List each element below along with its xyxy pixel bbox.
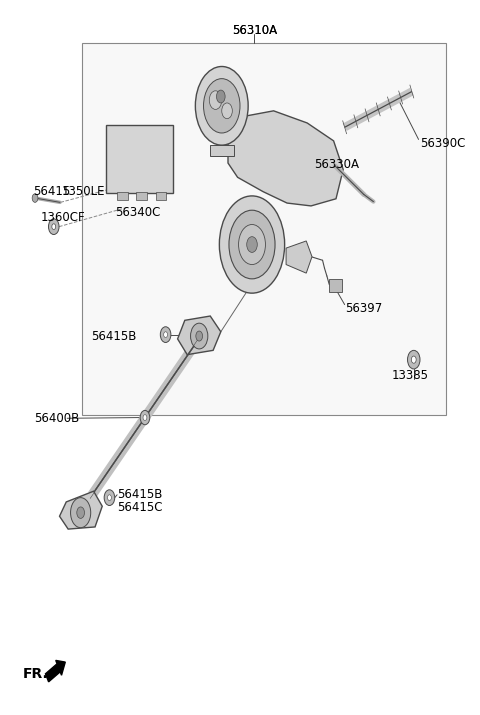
Circle shape xyxy=(247,237,257,252)
Bar xyxy=(136,192,147,200)
Text: 56340C: 56340C xyxy=(115,206,161,219)
Text: 1350LE: 1350LE xyxy=(61,185,105,198)
Bar xyxy=(156,192,166,200)
Circle shape xyxy=(239,225,265,265)
Circle shape xyxy=(104,490,115,506)
Polygon shape xyxy=(228,111,343,206)
Text: 56415: 56415 xyxy=(33,185,70,198)
Circle shape xyxy=(32,194,38,202)
Circle shape xyxy=(160,327,171,342)
Circle shape xyxy=(191,323,208,349)
Circle shape xyxy=(229,210,275,279)
Circle shape xyxy=(204,79,240,133)
Circle shape xyxy=(408,350,420,369)
Text: 56415B: 56415B xyxy=(118,488,163,501)
Polygon shape xyxy=(178,316,221,355)
FancyArrow shape xyxy=(46,661,65,682)
Circle shape xyxy=(196,331,203,341)
Circle shape xyxy=(222,103,232,119)
Circle shape xyxy=(77,507,84,518)
Circle shape xyxy=(164,332,168,337)
Circle shape xyxy=(216,90,225,103)
Circle shape xyxy=(52,224,56,230)
Circle shape xyxy=(48,219,59,235)
Text: 56415B: 56415B xyxy=(91,330,137,342)
Text: 56415C: 56415C xyxy=(118,501,163,514)
Text: 56330A: 56330A xyxy=(314,158,360,171)
Polygon shape xyxy=(60,491,102,529)
Polygon shape xyxy=(230,220,275,269)
Circle shape xyxy=(140,410,150,425)
Circle shape xyxy=(195,66,248,145)
Text: 56397: 56397 xyxy=(346,302,383,315)
Bar xyxy=(117,192,128,200)
Circle shape xyxy=(219,196,285,293)
Circle shape xyxy=(209,91,222,109)
Circle shape xyxy=(411,356,416,363)
Bar xyxy=(106,125,173,193)
Text: 1360CF: 1360CF xyxy=(41,211,85,224)
Circle shape xyxy=(143,415,147,420)
Text: 56310A: 56310A xyxy=(232,24,277,36)
Text: 56310A: 56310A xyxy=(232,24,277,36)
Circle shape xyxy=(108,495,111,500)
Text: 13385: 13385 xyxy=(392,369,429,382)
Circle shape xyxy=(71,498,91,528)
Text: FR.: FR. xyxy=(23,666,49,681)
Text: 56400B: 56400B xyxy=(35,412,80,425)
Bar xyxy=(82,43,446,415)
Bar xyxy=(329,279,342,292)
Polygon shape xyxy=(286,241,312,273)
Polygon shape xyxy=(210,145,234,156)
Text: 56390C: 56390C xyxy=(420,137,466,149)
